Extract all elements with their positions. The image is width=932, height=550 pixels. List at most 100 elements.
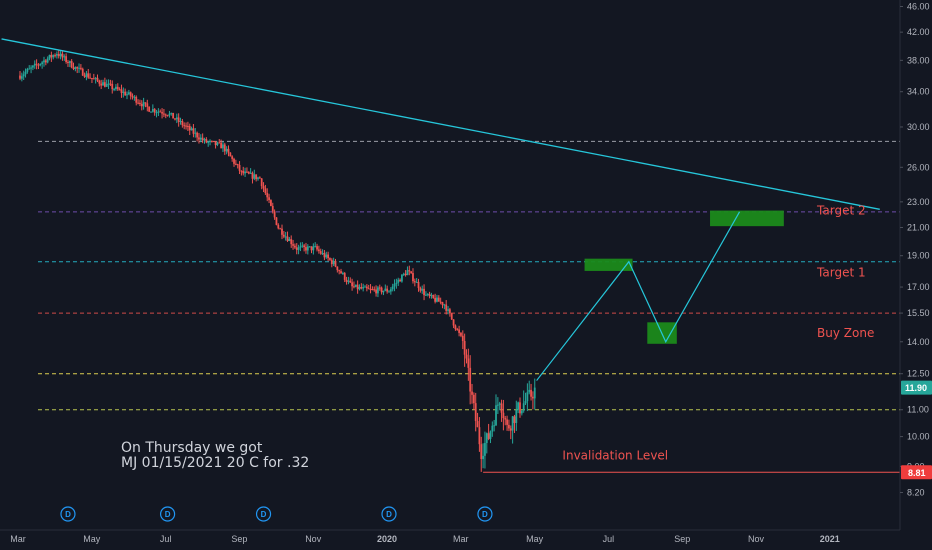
candle [240, 170, 243, 176]
last-price-badge [901, 380, 932, 395]
candle [92, 73, 95, 80]
time-tick-label: Nov [748, 534, 765, 544]
candle [275, 217, 278, 226]
candle [76, 66, 79, 74]
candle [373, 286, 376, 292]
price-tick-label: 11.00 [907, 405, 929, 415]
candle [70, 59, 73, 69]
candle [354, 284, 357, 288]
candle [87, 69, 90, 79]
candle [406, 266, 409, 276]
candle [103, 77, 106, 88]
price-tick-label: 42.00 [907, 27, 930, 37]
candle [89, 73, 92, 79]
candle [155, 109, 158, 118]
candle [404, 270, 407, 277]
candle [321, 249, 324, 256]
candle [426, 293, 429, 297]
candle [482, 443, 484, 469]
candle [399, 278, 401, 282]
candle [264, 184, 267, 195]
candle [127, 89, 130, 96]
candle [26, 67, 29, 74]
candle [214, 141, 217, 149]
candle [458, 325, 461, 337]
candle [30, 65, 32, 74]
candle [236, 163, 239, 169]
candle [266, 188, 269, 202]
candle [472, 392, 475, 410]
candle [63, 54, 66, 61]
candle [349, 277, 352, 283]
candle [445, 300, 448, 315]
time-tick-label: Nov [305, 534, 322, 544]
projection-path[interactable] [536, 211, 741, 381]
candle [364, 285, 366, 288]
candle [388, 290, 390, 293]
candle [528, 380, 531, 395]
trendline[interactable] [1, 38, 880, 210]
candle [253, 169, 256, 181]
target-zone-2[interactable] [710, 210, 784, 227]
target-zone-0[interactable] [584, 258, 633, 271]
candle [194, 128, 197, 138]
candle [378, 284, 381, 291]
candle [210, 140, 213, 143]
candle [316, 243, 318, 252]
candle [233, 157, 235, 167]
dividend-marker[interactable]: D [60, 506, 76, 522]
candle [286, 231, 289, 243]
candle [81, 67, 84, 76]
price-axis-bg [900, 0, 932, 550]
time-axis[interactable]: Mar May Jul Sep Nov 2020 Mar May Jul Sep Nov 2021 [0, 529, 900, 544]
candle [493, 419, 496, 432]
svg-text:D: D [386, 510, 392, 519]
candle [428, 291, 431, 299]
candle [65, 53, 68, 64]
candles [19, 49, 536, 472]
price-tick-label: 46.00 [907, 2, 930, 12]
dividend-marker[interactable]: D [160, 506, 176, 522]
candle [139, 99, 141, 107]
candle [532, 391, 534, 410]
candle [185, 122, 187, 130]
candle [238, 161, 241, 175]
candle [504, 415, 507, 426]
candle [67, 60, 69, 67]
candle [166, 114, 169, 117]
candle [199, 134, 202, 143]
candle [164, 113, 167, 119]
zone-label-1: Target 1 [816, 266, 866, 280]
dividend-marker[interactable]: D [477, 506, 493, 522]
candle [78, 63, 80, 73]
candle [441, 301, 444, 309]
candle [244, 167, 246, 177]
candle [153, 108, 156, 116]
svg-text:D: D [482, 510, 488, 519]
horizontal-levels [38, 140, 900, 473]
candle [273, 209, 276, 220]
price-axis[interactable]: 8.209.0010.0011.0012.5014.0015.5017.0019… [899, 0, 932, 550]
annotation-line-1: MJ 01/15/2021 20 C for .32 [121, 455, 309, 471]
candle [362, 283, 365, 292]
candle [24, 68, 27, 78]
candle [229, 152, 232, 157]
dividend-marker[interactable]: D [255, 506, 272, 522]
candle [508, 419, 510, 432]
candle [43, 56, 45, 67]
candle [126, 91, 128, 100]
candle [530, 383, 532, 401]
candle [277, 223, 280, 230]
candle [113, 87, 115, 92]
time-tick-label: Jul [603, 534, 615, 544]
candle [220, 139, 223, 149]
dividend-marker[interactable]: D [381, 506, 397, 522]
zone-label-2: Buy Zone [817, 326, 874, 340]
candle [393, 279, 396, 292]
candle [282, 230, 285, 239]
candle [91, 77, 93, 83]
candle [299, 242, 302, 252]
candle [358, 284, 361, 291]
